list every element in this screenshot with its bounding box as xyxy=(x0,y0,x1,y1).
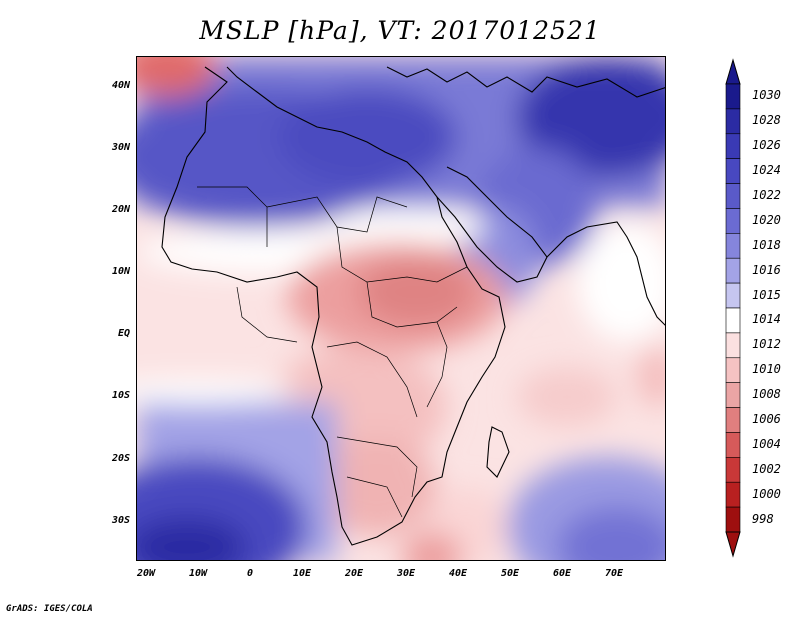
lat-tick-label: 10N xyxy=(111,266,130,277)
lat-tick-label: 20S xyxy=(111,453,130,464)
colorbar-swatch xyxy=(725,133,741,159)
credit-text: GrADS: IGES/COLA xyxy=(6,604,93,614)
colorbar-level-label: 1008 xyxy=(752,387,781,402)
lon-tick-label: 50E xyxy=(500,568,520,579)
colorbar-level-label: 1022 xyxy=(752,188,781,202)
lat-tick-label: 20N xyxy=(111,204,130,215)
colorbar-level-label: 1012 xyxy=(752,337,781,352)
lon-tick-label: 20E xyxy=(344,568,364,579)
colorbar-swatch xyxy=(725,432,741,458)
colorbar-level-label: 1030 xyxy=(752,88,781,103)
pressure-map xyxy=(136,56,666,561)
colorbar xyxy=(725,58,741,558)
map-title: MSLP [hPa], VT: 2017012521 xyxy=(199,16,601,45)
colorbar-swatch xyxy=(725,307,741,334)
colorbar-level-label: 1018 xyxy=(752,237,781,252)
lon-tick-label: 10E xyxy=(292,568,312,579)
colorbar-swatch xyxy=(725,183,741,209)
colorbar-level-label: 1014 xyxy=(752,312,781,327)
colorbar-level-label: 1002 xyxy=(752,461,781,476)
lon-tick-label: 20W xyxy=(136,568,156,579)
colorbar-level-label: 1024 xyxy=(752,163,781,178)
lon-tick-label: 10W xyxy=(188,568,208,579)
colorbar-arrow-bottom xyxy=(725,531,741,558)
pressure-field xyxy=(137,57,665,560)
colorbar-swatch xyxy=(725,457,741,483)
lat-tick-label: 10S xyxy=(111,390,130,401)
colorbar-swatch xyxy=(725,158,741,184)
colorbar-level-label: 1020 xyxy=(752,212,781,227)
colorbar-level-label: 1004 xyxy=(752,436,781,451)
colorbar-level-label: 1028 xyxy=(752,113,781,128)
lon-tick-label: 70E xyxy=(604,568,624,579)
colorbar-level-label: 1000 xyxy=(752,486,781,501)
colorbar-swatch xyxy=(725,257,741,284)
lon-tick-label: 40E xyxy=(448,568,468,579)
lat-tick-label: 30N xyxy=(111,142,130,153)
colorbar-swatch xyxy=(725,382,741,408)
colorbar-swatch xyxy=(725,481,741,508)
colorbar-level-label: 1015 xyxy=(752,287,781,302)
colorbar-swatch xyxy=(725,208,741,234)
lat-tick-label: 30S xyxy=(111,515,130,526)
colorbar-level-label: 1010 xyxy=(752,362,781,377)
colorbar-level-label: 998 xyxy=(752,511,774,526)
colorbar-swatch xyxy=(725,357,741,383)
colorbar-swatch xyxy=(725,282,741,309)
colorbar-level-label: 1006 xyxy=(752,412,781,426)
lat-tick-label: 40N xyxy=(111,80,130,91)
colorbar-level-label: 1016 xyxy=(752,262,781,277)
colorbar-swatch xyxy=(725,83,741,110)
coastlines xyxy=(161,66,665,546)
lon-tick-label: 60E xyxy=(552,568,572,579)
lat-tick-label: EQ xyxy=(117,328,130,339)
colorbar-swatch xyxy=(725,407,741,433)
colorbar-level-label: 1026 xyxy=(752,138,781,153)
colorbar-swatch xyxy=(725,233,741,259)
colorbar-swatch xyxy=(725,332,741,359)
colorbar-swatch xyxy=(725,108,741,135)
lon-tick-label: 30E xyxy=(396,568,416,579)
colorbar-arrow-top xyxy=(725,58,741,85)
colorbar-swatch xyxy=(725,506,741,533)
country-borders xyxy=(197,186,468,518)
lon-tick-label: 0 xyxy=(246,568,254,579)
